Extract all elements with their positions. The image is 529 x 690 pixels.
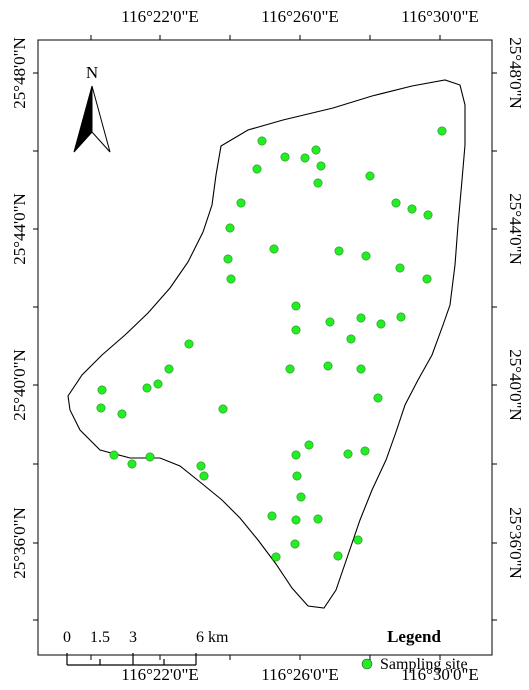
study-area-boundary (67, 79, 466, 609)
legend-title: Legend (387, 627, 441, 646)
sampling-site-marker (313, 514, 323, 524)
lon-label-bottom-3: 116°30'0"E (401, 665, 479, 684)
lat-label-right-2: 25°44'0"N (506, 193, 525, 265)
sampling-site-marker (96, 403, 106, 413)
legend-site-label: Sampling site (380, 656, 468, 673)
sampling-site-marker (267, 511, 277, 521)
lat-label-left-1: 25°48'0"N (10, 37, 29, 109)
sampling-site-marker (376, 319, 386, 329)
sampling-site-marker (365, 171, 375, 181)
sampling-site-marker (199, 471, 209, 481)
sampling-site-marker (142, 383, 152, 393)
lat-label-left-3: 25°40'0"N (10, 349, 29, 421)
sampling-site-marker (291, 301, 301, 311)
sampling-site-marker (407, 204, 417, 214)
sampling-site-marker (145, 452, 155, 462)
right-ticks (492, 72, 497, 621)
sampling-site-marker (313, 178, 323, 188)
sampling-site-marker (252, 164, 262, 174)
scale-tick-1-5: 1.5 (90, 629, 110, 646)
sampling-site-marker (423, 210, 433, 220)
lon-label-bottom-1: 116°22'0"E (121, 665, 199, 684)
lon-label-bottom-2: 116°26'0"E (261, 665, 339, 684)
sampling-site-marker (334, 246, 344, 256)
legend-site-marker (361, 658, 373, 670)
sampling-site-marker (300, 153, 310, 163)
sampling-site-marker (196, 461, 206, 471)
sampling-sites (96, 126, 447, 562)
sampling-site-marker (109, 450, 119, 460)
sampling-site-marker (291, 515, 301, 525)
sampling-site-marker (153, 379, 163, 389)
lon-label-top-2: 116°26'0"E (261, 7, 339, 26)
sampling-site-marker (422, 274, 432, 284)
sampling-site-marker (223, 254, 233, 264)
sampling-site-marker (269, 244, 279, 254)
sampling-site-marker (353, 535, 363, 545)
sampling-site-marker (127, 459, 137, 469)
bottom-ticks (90, 655, 441, 660)
legend: Legend Sampling site (361, 627, 468, 673)
scale-tick-0: 0 (63, 629, 71, 646)
sampling-site-marker (296, 492, 306, 502)
sampling-site-marker (343, 449, 353, 459)
sampling-site-marker (356, 364, 366, 374)
sampling-site-marker (373, 393, 383, 403)
sampling-site-marker (290, 539, 300, 549)
sampling-site-marker (291, 450, 301, 460)
sampling-site-marker (391, 198, 401, 208)
sampling-site-marker (437, 126, 447, 136)
sampling-site-marker (291, 325, 301, 335)
sampling-site-marker (333, 551, 343, 561)
north-arrow: N (73, 63, 111, 153)
sampling-site-marker (360, 446, 370, 456)
sampling-site-marker (325, 317, 335, 327)
north-arrow-left-half (73, 85, 93, 153)
sampling-site-marker (117, 409, 127, 419)
scale-tick-6: 6 km (196, 629, 229, 646)
lon-label-top-1: 116°22'0"E (121, 7, 199, 26)
lat-label-left-2: 25°44'0"N (10, 193, 29, 265)
sampling-site-marker (304, 440, 314, 450)
sampling-site-marker (97, 385, 107, 395)
sampling-site-marker (396, 312, 406, 322)
sampling-site-marker (316, 161, 326, 171)
sampling-site-marker (361, 251, 371, 261)
sampling-site-marker (292, 471, 302, 481)
sampling-site-marker (311, 145, 321, 155)
left-ticks (33, 72, 38, 621)
sampling-site-marker (184, 339, 194, 349)
sampling-site-marker (323, 361, 333, 371)
sampling-site-marker (236, 198, 246, 208)
sampling-site-marker (280, 152, 290, 162)
sampling-site-marker (257, 136, 267, 146)
north-arrow-label: N (86, 63, 98, 82)
sampling-site-marker (218, 404, 228, 414)
scale-tick-3: 3 (129, 629, 137, 646)
lat-label-right-4: 25°36'0"N (506, 507, 525, 579)
sampling-site-marker (225, 223, 235, 233)
sampling-site-marker (346, 334, 356, 344)
sampling-site-marker (164, 364, 174, 374)
sampling-site-marker (285, 364, 295, 374)
lat-label-right-3: 25°40'0"N (506, 349, 525, 421)
sampling-site-marker (226, 274, 236, 284)
north-arrow-right-half (91, 85, 111, 153)
sampling-site-marker (395, 263, 405, 273)
sampling-site-marker (271, 552, 281, 562)
scale-bar: 0 1.5 3 6 km (63, 629, 229, 666)
lat-label-left-4: 25°36'0"N (10, 507, 29, 579)
lat-label-right-1: 25°48'0"N (506, 37, 525, 109)
map-frame (37, 39, 493, 656)
lon-label-top-3: 116°30'0"E (401, 7, 479, 26)
sampling-site-marker (356, 313, 366, 323)
top-ticks (90, 35, 441, 40)
